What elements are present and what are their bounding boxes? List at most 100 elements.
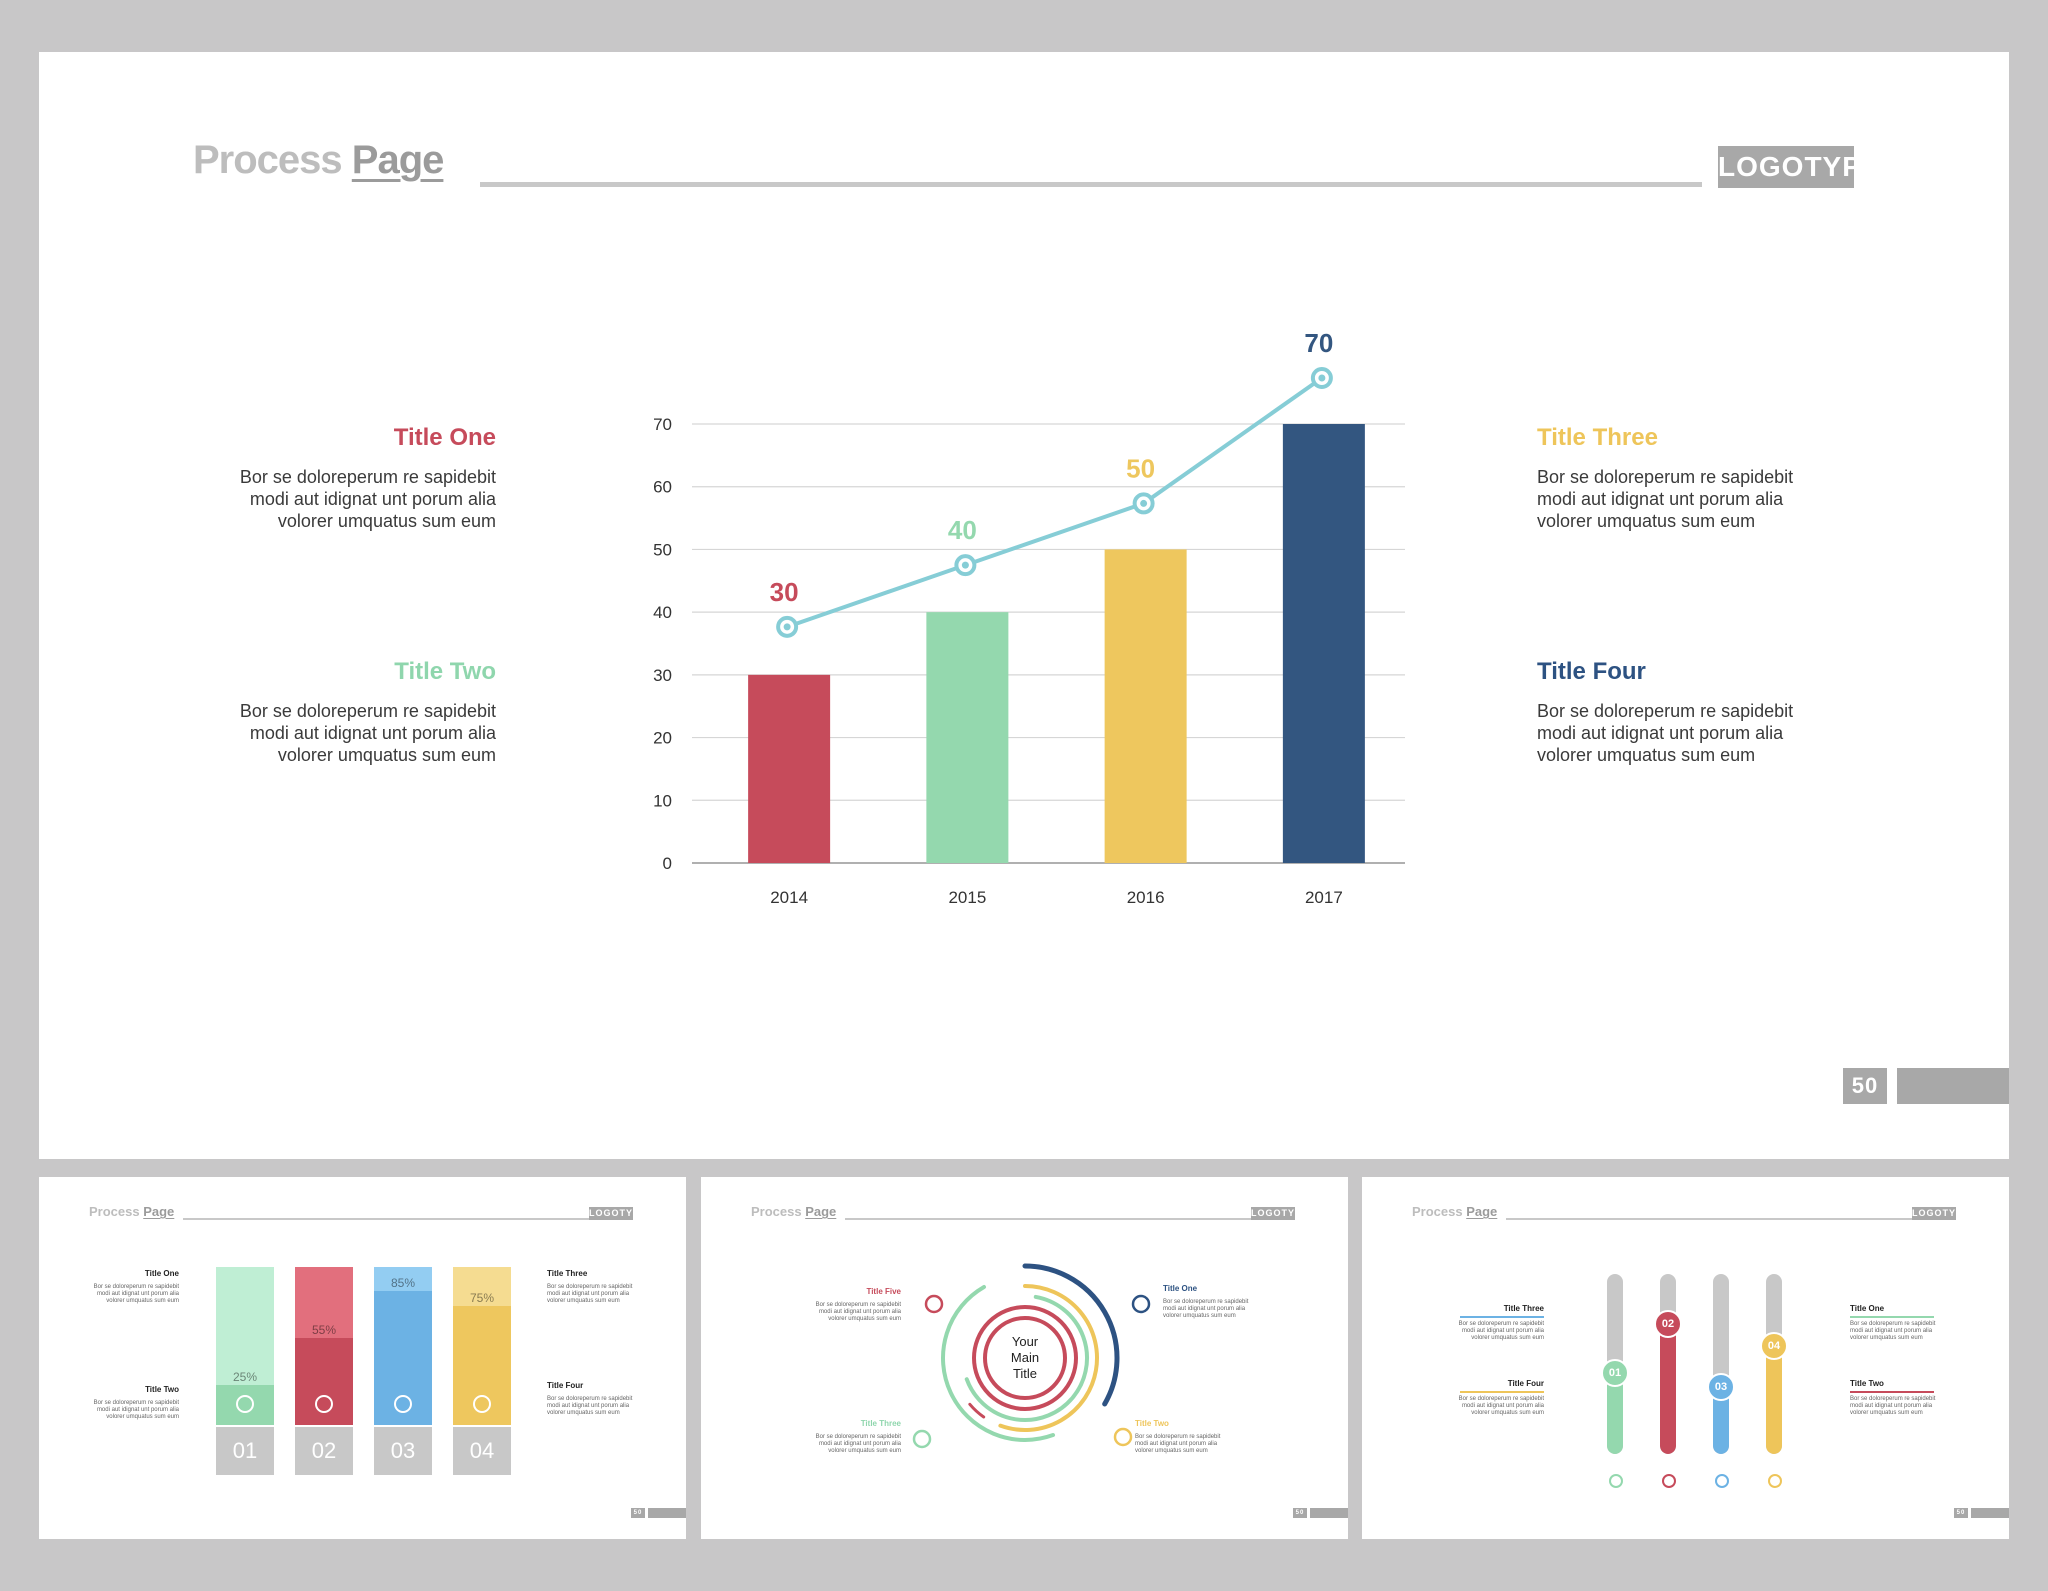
logotype: LOGOTYPE [1251,1207,1310,1220]
logotype: LOGOTYPE [589,1207,648,1220]
inner-ring [983,1316,1067,1400]
stopwatch-icon [1609,1474,1623,1488]
data-label: 40 [948,515,977,545]
text-block: Title Five Bor se doloreperum re sapideb… [815,1287,901,1322]
slider-track-04 [1766,1274,1782,1454]
ring-navy [1022,1263,1120,1407]
lightbulb-icon [912,1429,932,1449]
page-number: 50 [1293,1508,1307,1518]
trend-line [786,376,1324,629]
header-rule [480,182,1702,187]
y-tick-label: 70 [653,415,672,434]
puzzle-icon [1662,1474,1676,1488]
ring-accent [968,1402,986,1419]
text-block: Title Three Bor se doloreperum re sapide… [815,1419,901,1454]
progress-column-02: 55% [295,1267,353,1425]
text-block: Title Two Bor se doloreperum re sapidebi… [1850,1379,1936,1416]
page-number-bar [1971,1508,2009,1518]
trend-point-core [1318,374,1326,382]
header-rule [1506,1218,1946,1220]
trend-point-core [783,623,791,631]
y-tick-label: 20 [653,729,672,748]
block-title: Title Two [394,658,496,685]
block-title-four: Title Four Bor se doloreperum re sapideb… [1537,658,1857,766]
puzzle-icon [315,1395,333,1413]
divider [1850,1316,1934,1318]
text-block: Title One Bor se doloreperum re sapidebi… [1850,1304,1936,1341]
block-title-one: Title One Bor se doloreperum re sapidebi… [189,424,496,532]
step-number: 04 [453,1427,511,1475]
chart-icon [1715,1474,1729,1488]
lightbulb-icon [1768,1474,1782,1488]
ring-red [972,1305,1078,1411]
block-title: Title One [393,424,496,451]
divider [1460,1391,1544,1393]
y-tick-label: 0 [663,854,672,873]
thumbnail-slide-1[interactable]: Process Page LOGOTYPE Title One Bor se d… [39,1177,686,1539]
ring-green-outer [941,1284,1056,1442]
step-number: 01 [216,1427,274,1475]
logotype: LOGOTYPE [1718,146,1881,188]
trend-point-core [1140,499,1148,507]
step-number: 03 [374,1427,432,1475]
slider-track-02 [1660,1274,1676,1454]
ring-yellow [998,1284,1099,1432]
x-tick-label: 2017 [1305,888,1343,907]
slider-knob: 03 [1707,1373,1735,1401]
slider-fill [1607,1373,1623,1454]
block-text: Bor se doloreperum re sapidebit modi aut… [239,467,496,531]
page-number-bar [1310,1508,1348,1518]
percentage-label: 55% [311,1323,337,1337]
slider-fill [1766,1346,1782,1454]
block-title-three: Title Three Bor se doloreperum re sapide… [1537,424,1857,532]
bar-line-chart: 0 10 20 30 40 50 60 70 2014 2015 2016 2017 30 40 50 70 [653,328,1405,907]
page-number-bar [1897,1068,2009,1104]
center-title: Your Main Title [1010,1334,1040,1381]
thumbnail-slide-2[interactable]: Process Page LOGOTYPE Your Main Title Ti… [701,1177,1348,1539]
data-label: 50 [1126,453,1155,483]
header-rule [845,1218,1285,1220]
main-slide: Process Page LOGOTYPE Title One Bor se d… [39,52,2009,1159]
bar-2016 [1104,549,1187,863]
text-block: Title Two Bor se doloreperum re sapidebi… [1135,1419,1221,1454]
slider-knob: 02 [1654,1310,1682,1338]
block-title: Title Four [1537,658,1646,685]
bar-2014 [748,674,831,863]
page-number: 50 [1843,1068,1887,1104]
text-block: Title One Bor se doloreperum re sapidebi… [1163,1284,1249,1319]
y-tick-label: 40 [653,603,672,622]
puzzle-icon [1113,1427,1133,1447]
slider-knob: 04 [1760,1332,1788,1360]
percentage-label: 75% [469,1291,495,1305]
y-tick-label: 50 [653,540,672,559]
percentage-label: 25% [232,1370,258,1384]
block-text: Bor se doloreperum re sapidebit modi aut… [1537,467,1794,531]
progress-column-03: 85% [374,1267,432,1425]
block-title: Title Three [1537,424,1658,451]
block-text: Bor se doloreperum re sapidebit modi aut… [239,701,496,765]
page-title: Process Page [89,1204,175,1219]
divider [1460,1316,1544,1318]
logotype: LOGOTYPE [1912,1207,1971,1220]
slider-track-03 [1713,1274,1729,1454]
text-block: Title Three Bor se doloreperum re sapide… [1458,1304,1544,1341]
stopwatch-icon [236,1395,254,1413]
page-title: Process Page [193,138,444,182]
y-tick-label: 30 [653,666,672,685]
data-label: 30 [770,577,799,607]
text-block: Title One Bor se doloreperum re sapidebi… [93,1269,179,1304]
page-number: 50 [631,1508,645,1518]
text-block: Title Four Bor se doloreperum re sapideb… [1458,1379,1544,1416]
ring-green [964,1294,1089,1422]
thumbnail-slide-3[interactable]: Process Page LOGOTYPE Title Three Bor se… [1362,1177,2009,1539]
slider-fill [1713,1387,1729,1454]
percentage-label: 85% [390,1276,416,1290]
divider [1850,1391,1934,1393]
text-block: Title Four Bor se doloreperum re sapideb… [547,1381,633,1416]
text-block: Title Two Bor se doloreperum re sapidebi… [93,1385,179,1420]
x-tick-label: 2015 [948,888,986,907]
bar-2017 [1282,424,1365,863]
chart-icon [924,1294,944,1314]
x-tick-label: 2014 [770,888,808,907]
text-block: Title Three Bor se doloreperum re sapide… [547,1269,633,1304]
